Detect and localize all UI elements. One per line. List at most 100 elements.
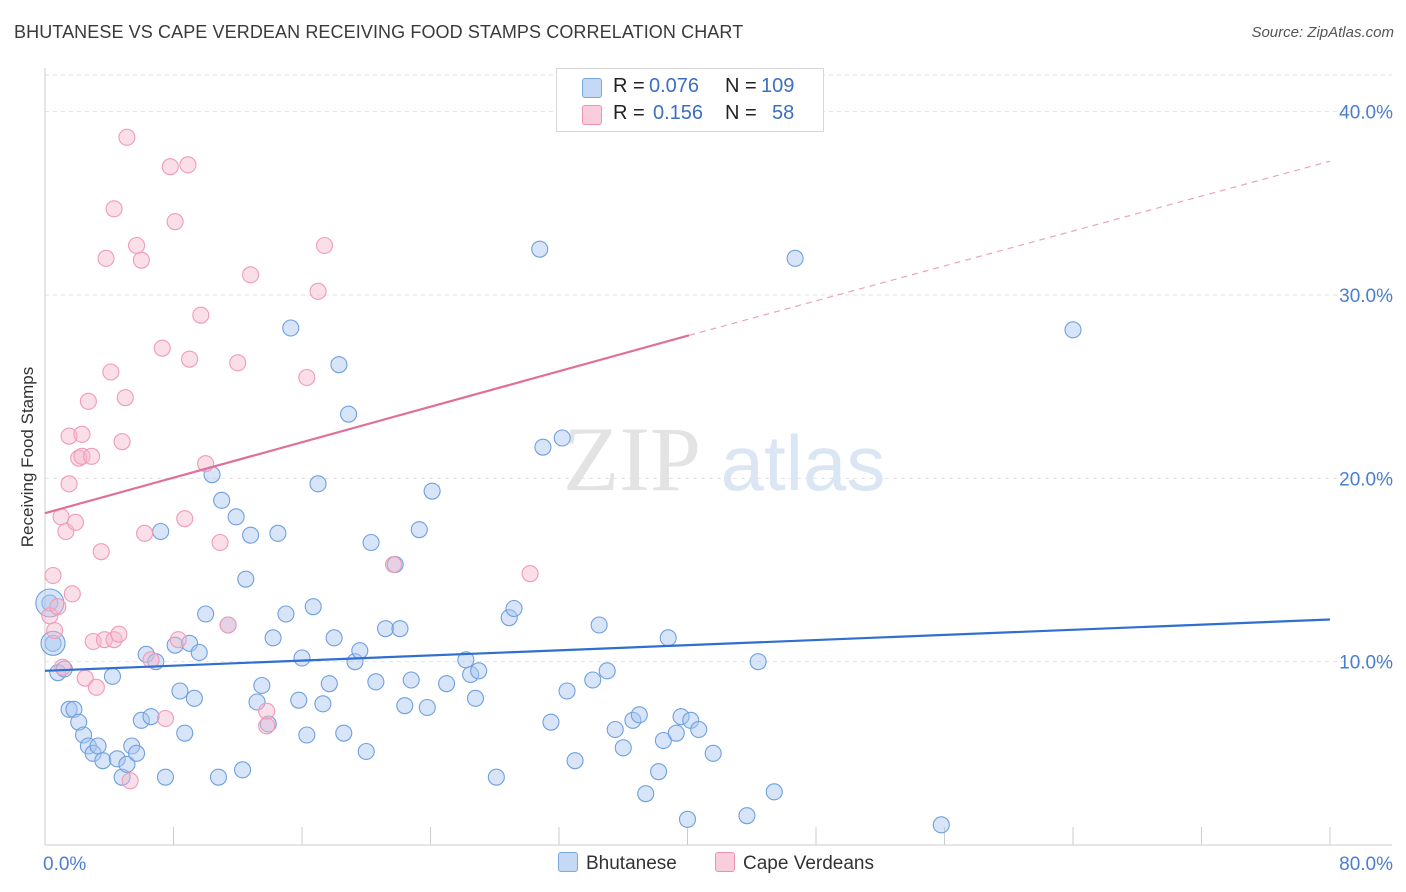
bhutanese-point xyxy=(320,675,338,693)
series-cape-verdeans-points xyxy=(41,128,539,790)
bhutanese-point xyxy=(590,616,608,634)
cape-verdean-point xyxy=(87,678,105,696)
bhutanese-point xyxy=(94,752,112,770)
axes xyxy=(44,68,1392,846)
bhutanese-point xyxy=(630,706,648,724)
bhutanese-point xyxy=(290,691,308,709)
bhutanese-point xyxy=(678,810,697,828)
x-tick-label: 80.0% xyxy=(1339,854,1393,875)
cape-verdean-point xyxy=(219,616,237,634)
bhutanese-point xyxy=(253,676,271,695)
bhutanese-point xyxy=(487,768,505,786)
y-tick-label: 10.0% xyxy=(1339,653,1393,674)
bhutanese-point xyxy=(171,682,189,700)
legend-r-label: R = xyxy=(613,102,645,124)
bhutanese-point xyxy=(185,689,203,707)
bhutanese-point xyxy=(410,521,428,539)
legend-n-value: 58 xyxy=(772,102,795,124)
bhutanese-point xyxy=(103,667,122,685)
bhutanese-point xyxy=(282,319,300,337)
cape-verdean-point xyxy=(166,213,184,231)
bhutanese-point xyxy=(391,620,409,638)
bhutanese-point xyxy=(500,609,518,627)
cape-verdean-point xyxy=(132,251,150,269)
bhutanese-point xyxy=(462,665,480,684)
bhutanese-point xyxy=(542,713,560,731)
bhutanese-point xyxy=(376,620,395,638)
bhutanese-point xyxy=(176,724,194,742)
bhutanese-point xyxy=(108,750,126,768)
bhutanese-point xyxy=(213,491,231,509)
bottom-legend-swatch-cape-verdeans xyxy=(715,852,735,872)
bhutanese-point xyxy=(166,636,184,654)
legend-r-value: 0.156 xyxy=(653,102,704,124)
bhutanese-point xyxy=(558,682,576,700)
cape-verdean-point xyxy=(211,533,229,552)
bhutanese-point xyxy=(470,662,488,680)
legend-row-cape-verdeans: R = 0.156 N = 58 xyxy=(557,101,823,128)
bhutanese-point xyxy=(330,356,348,374)
bhutanese-point xyxy=(70,713,88,731)
cape-verdean-point xyxy=(113,433,131,451)
y-tick-label: 40.0% xyxy=(1339,103,1393,124)
bhutanese-point xyxy=(650,763,668,781)
cape-verdean-point xyxy=(83,447,101,465)
correlation-legend: R = 0.076 N = 109 R = 0.156 N = 58 xyxy=(556,68,824,132)
bhutanese-point xyxy=(309,475,327,493)
cape-verdean-trend-extension xyxy=(688,160,1331,336)
trend-lines xyxy=(44,160,1331,672)
cape-verdean-point xyxy=(298,368,316,387)
cape-verdean-point xyxy=(44,566,62,585)
bottom-legend-bhutanese: Bhutanese xyxy=(558,852,677,875)
cape-verdean-point xyxy=(118,128,136,146)
bhutanese-point xyxy=(637,785,655,803)
bhutanese-point xyxy=(152,522,170,541)
series-bhutanese-points xyxy=(35,240,1082,834)
bhutanese-point xyxy=(197,605,215,623)
bhutanese-point xyxy=(466,689,485,707)
bhutanese-point xyxy=(293,649,311,667)
source-label: Source: ZipAtlas.com xyxy=(1251,24,1394,41)
bhutanese-point xyxy=(402,671,420,689)
bhutanese-point xyxy=(423,482,441,500)
bhutanese-point xyxy=(132,711,150,729)
cape-verdean-point xyxy=(161,158,179,176)
bhutanese-point xyxy=(128,744,146,762)
bhutanese-point xyxy=(749,653,767,671)
bhutanese-point xyxy=(264,629,282,647)
bhutanese-point xyxy=(41,594,59,612)
bhutanese-point xyxy=(672,708,690,726)
cape-verdean-point xyxy=(192,306,210,324)
cape-verdean-point xyxy=(136,524,154,542)
cape-verdean-point xyxy=(116,389,134,407)
bhutanese-point xyxy=(60,700,78,718)
bhutanese-point xyxy=(156,768,175,786)
cape-verdean-point xyxy=(46,621,64,640)
bhutanese-point xyxy=(209,768,228,786)
bhutanese-point xyxy=(314,695,332,713)
watermark-zip: ZIP xyxy=(563,408,701,510)
cape-verdean-point xyxy=(73,425,91,443)
tick-labels: 10.0% 20.0% 30.0% 40.0% 0.0% 80.0% xyxy=(43,103,1393,875)
cape-verdean-point xyxy=(60,427,78,445)
bhutanese-point xyxy=(367,673,385,691)
cape-verdean-point xyxy=(153,339,171,357)
bhutanese-point xyxy=(89,737,107,755)
legend-n-value: 109 xyxy=(761,75,795,97)
bhutanese-point-cluster xyxy=(35,588,65,618)
bhutanese-point xyxy=(786,249,804,267)
bhutanese-point xyxy=(418,698,436,717)
bhutanese-point xyxy=(932,816,950,834)
bottom-legend-cape-verdeans: Cape Verdeans xyxy=(715,852,874,875)
bhutanese-point xyxy=(242,526,260,544)
bhutanese-point xyxy=(566,752,584,770)
bhutanese-point xyxy=(234,761,252,779)
bhutanese-point xyxy=(606,720,624,739)
cape-verdean-point xyxy=(66,513,85,531)
cape-verdean-point xyxy=(176,510,194,528)
bhutanese-point xyxy=(227,508,245,526)
chart-title: BHUTANESE VS CAPE VERDEAN RECEIVING FOOD… xyxy=(14,22,744,42)
cape-verdean-point xyxy=(79,392,97,410)
cape-verdean-point xyxy=(92,543,110,561)
